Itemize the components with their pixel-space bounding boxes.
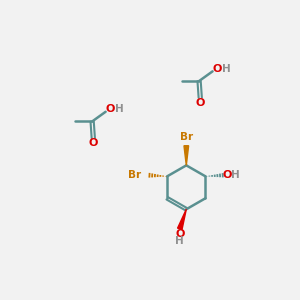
Text: H: H: [115, 104, 124, 115]
Text: Br: Br: [180, 132, 193, 142]
Text: O: O: [223, 170, 232, 180]
Text: H: H: [222, 64, 230, 74]
Polygon shape: [184, 146, 189, 165]
Text: O: O: [175, 229, 184, 239]
Text: O: O: [196, 98, 205, 108]
Text: O: O: [212, 64, 221, 74]
Text: O: O: [105, 104, 115, 115]
Text: H: H: [176, 236, 184, 246]
Text: O: O: [88, 138, 98, 148]
Polygon shape: [178, 209, 186, 230]
Text: H: H: [231, 170, 240, 180]
Text: Br: Br: [128, 170, 141, 180]
